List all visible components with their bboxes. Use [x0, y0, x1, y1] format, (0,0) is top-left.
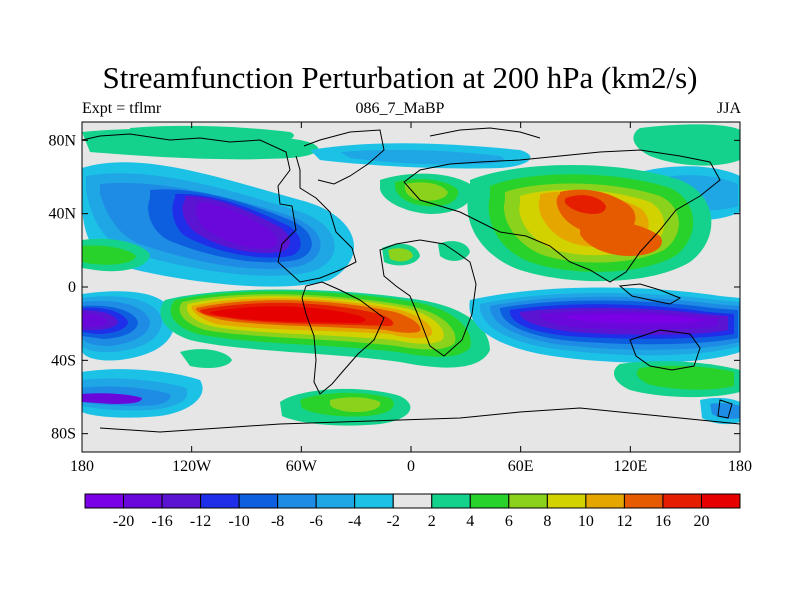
colorbar-swatch — [315, 493, 356, 509]
colorbar-label: 10 — [578, 513, 594, 530]
north-pacific-trough — [82, 162, 354, 287]
colorbar-swatch — [508, 493, 548, 509]
y-tick-label: 0 — [68, 279, 76, 296]
colorbar-label: -4 — [348, 513, 361, 530]
chart-title: Streamfunction Perturbation at 200 hPa (… — [102, 60, 698, 95]
eurasia-outline — [403, 149, 721, 283]
colorbar-label: -20 — [113, 513, 134, 530]
x-tick-label: 60E — [508, 458, 534, 475]
colorbar-label: -2 — [387, 513, 400, 530]
siberia-ridge — [633, 124, 740, 166]
colorbar-label: 8 — [543, 513, 551, 530]
colorbar-swatch — [200, 493, 240, 509]
colorbar-swatch — [392, 493, 433, 509]
colorbar-swatch — [354, 493, 394, 509]
colorbar-swatch — [662, 493, 702, 509]
colorbar-swatch — [123, 493, 163, 509]
colorbar-swatch — [277, 493, 317, 509]
colorbar-label: -16 — [151, 513, 172, 530]
south-america-outline — [301, 281, 385, 395]
contour-level-minus16 — [196, 202, 278, 249]
x-tick-label: 0 — [407, 458, 415, 475]
colorbar-label: -6 — [310, 513, 323, 530]
contour-level-12-south — [580, 221, 662, 256]
y-tick-label: 40S — [51, 352, 76, 369]
x-tick-label: 180 — [728, 458, 752, 475]
colorbar-label: -10 — [228, 513, 249, 530]
colorbar-label: 20 — [693, 513, 709, 530]
west-pacific-trough-16 — [82, 313, 108, 327]
colorbar-label: 6 — [505, 513, 513, 530]
arctic-islands-outline — [429, 127, 541, 139]
southern-pacific-trough-core — [82, 393, 142, 404]
north-atlantic-trough-core — [340, 149, 504, 165]
south-atlantic-ridge-core — [330, 397, 381, 412]
new-zealand-outline — [717, 399, 733, 419]
colorbar-swatch — [623, 493, 664, 509]
experiment-label: Expt = tflmr — [82, 100, 162, 117]
x-axis: 180 120W 60W 0 60E 120E 180 — [70, 122, 752, 475]
west-africa-ridge-core — [388, 248, 413, 262]
south-america-ridge-20 — [210, 306, 366, 323]
colorbar-swatch — [700, 493, 741, 509]
southern-ocean-trough-core — [710, 403, 740, 419]
x-tick-label: 60W — [286, 458, 318, 475]
y-axis: 80N 40N 0 40S 80S — [48, 132, 740, 443]
colorbar-swatch — [84, 493, 125, 509]
colorbar-label: -12 — [190, 513, 211, 530]
colorbar: -20 -16 -12 -10 -8 -6 -4 -2 2 4 6 8 10 12 16 20 — [84, 493, 741, 530]
colorbar-label: 16 — [655, 513, 671, 530]
coastlines — [82, 127, 740, 433]
central-pacific-ridge-core — [82, 245, 136, 265]
australia-outline — [629, 329, 701, 371]
case-label: 086_7_MaBP — [355, 100, 445, 117]
eurasian-ridge — [467, 165, 712, 282]
indian-ocean-trough-20 — [565, 313, 706, 324]
colorbar-swatch — [546, 493, 587, 509]
southern-hemisphere-pattern — [82, 287, 740, 368]
north-america-outline — [82, 133, 357, 283]
season-label: JJA — [716, 100, 741, 117]
colorbar-swatch — [585, 493, 625, 509]
y-tick-label: 80N — [48, 132, 76, 149]
southern-high-latitude — [82, 349, 740, 426]
africa-outline — [379, 239, 477, 357]
south-pacific-east-ridge-4 — [636, 365, 734, 390]
y-tick-label: 80S — [51, 426, 76, 443]
south-pacific-small-ridge — [180, 349, 232, 368]
contour-level-16 — [564, 195, 606, 214]
antarctica-outline — [99, 407, 740, 433]
colorbar-swatch — [469, 493, 510, 509]
colorbar-swatch — [238, 493, 279, 509]
colorbar-label: -8 — [271, 513, 284, 530]
y-tick-label: 40N — [48, 206, 76, 223]
colorbar-label: 12 — [616, 513, 632, 530]
x-tick-label: 180 — [70, 458, 94, 475]
maritime-continent-outline — [618, 283, 682, 305]
colorbar-swatch — [431, 493, 471, 509]
europe-ridge-peak — [404, 182, 448, 201]
x-tick-label: 120E — [613, 458, 647, 475]
x-tick-label: 120W — [172, 458, 212, 475]
greenland-outline — [303, 129, 385, 185]
colorbar-swatch — [161, 493, 202, 509]
contour-fields — [82, 122, 740, 452]
colorbar-label: 4 — [466, 513, 474, 530]
colorbar-label: 2 — [428, 513, 436, 530]
